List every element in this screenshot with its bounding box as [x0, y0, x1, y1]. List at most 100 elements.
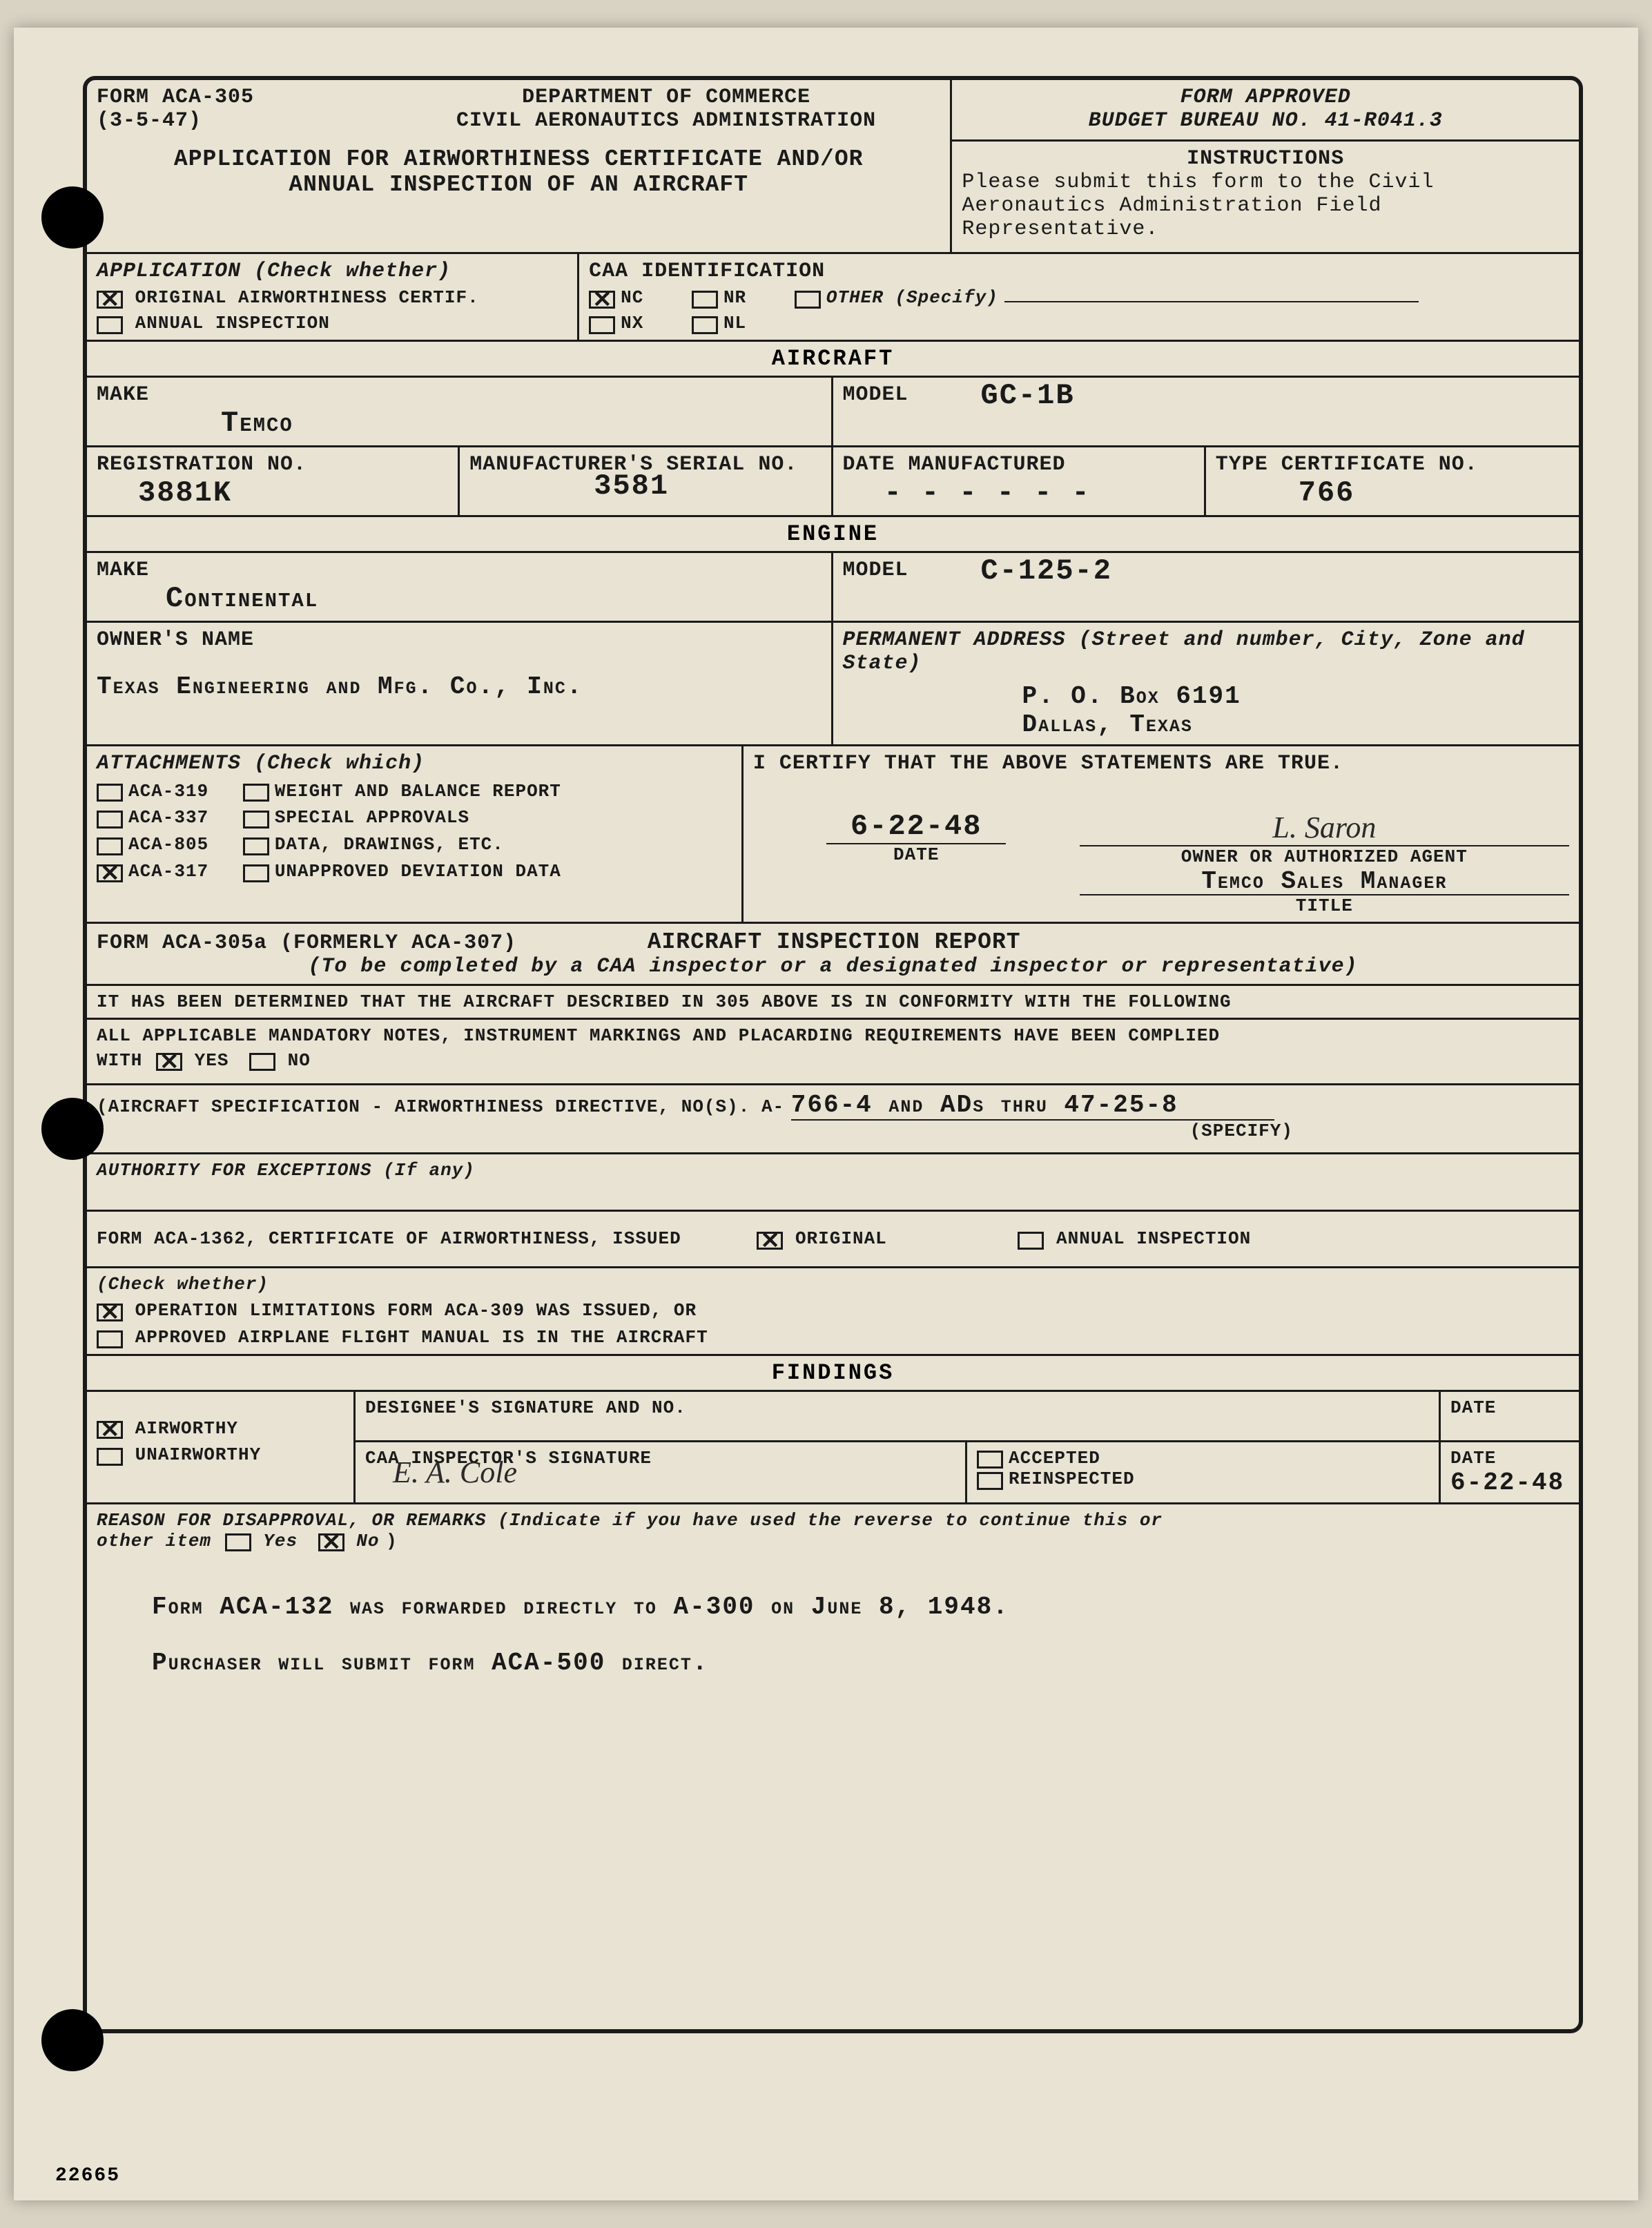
checkbox-airworthy[interactable] — [97, 1421, 123, 1439]
nx-label: NX — [621, 313, 643, 333]
checkbox-afm[interactable] — [97, 1330, 123, 1348]
certify-date: 6-22-48 — [826, 810, 1006, 844]
op-lim-label: OPERATION LIMITATIONS FORM ACA-309 WAS I… — [135, 1300, 697, 1321]
certify-head: I CERTIFY THAT THE ABOVE STATEMENTS ARE … — [753, 752, 1569, 775]
checkbox-nl[interactable] — [692, 316, 718, 334]
spec-row: (AIRCRAFT SPECIFICATION - AIRWORTHINESS … — [87, 1085, 1579, 1154]
checkbox-unairworthy[interactable] — [97, 1448, 123, 1466]
footer-number: 22665 — [55, 2165, 120, 2187]
mandatory-row: ALL APPLICABLE MANDATORY NOTES, INSTRUME… — [87, 1020, 1579, 1086]
engine-make: Continental — [97, 582, 822, 615]
cert-annual: ANNUAL INSPECTION — [1056, 1228, 1251, 1249]
instructions-text: Please submit this form to the Civil Aer… — [962, 171, 1569, 241]
application-row: APPLICATION (Check whether) ORIGINAL AIR… — [87, 254, 1579, 342]
findings-section-head: FINDINGS — [87, 1356, 1579, 1392]
remarks-line1: Form ACA-132 was forwarded directly to A… — [97, 1593, 1569, 1621]
remarks-head: REASON FOR DISAPPROVAL, OR REMARKS (Indi… — [97, 1510, 1163, 1531]
opt-original: ORIGINAL AIRWORTHINESS CERTIF. — [135, 287, 479, 308]
unairworthy-label: UNAIRWORTHY — [135, 1444, 262, 1465]
checkbox-aca337[interactable] — [97, 811, 123, 829]
aca317: ACA-317 — [128, 861, 208, 882]
remarks-row: REASON FOR DISAPPROVAL, OR REMARKS (Indi… — [87, 1504, 1579, 2029]
checkbox-annual-insp[interactable] — [97, 316, 123, 334]
aca337: ACA-337 — [128, 807, 208, 828]
owner-row: OWNER'S NAME Texas Engineering and Mfg. … — [87, 623, 1579, 746]
aircraft-reg-row: REGISTRATION NO. 3881K MANUFACTURER'S SE… — [87, 447, 1579, 517]
report-sub: (To be completed by a CAA inspector or a… — [97, 955, 1569, 978]
reinspected-label: REINSPECTED — [1009, 1469, 1135, 1489]
aircraft-make: Temco — [97, 407, 822, 440]
checkbox-cert-annual[interactable] — [1018, 1232, 1044, 1250]
checkbox-nr[interactable] — [692, 291, 718, 309]
wb-label: WEIGHT AND BALANCE REPORT — [275, 781, 561, 802]
opt-annual: ANNUAL INSPECTION — [135, 313, 330, 333]
nc-label: NC — [621, 287, 643, 308]
title-label: TITLE — [1080, 894, 1569, 916]
dept-label: DEPARTMENT OF COMMERCE — [392, 86, 941, 109]
owner-signature: L. Saron — [1080, 810, 1569, 846]
check-whether: (Check whether) — [97, 1274, 1569, 1295]
conformity-line1: IT HAS BEEN DETERMINED THAT THE AIRCRAFT… — [97, 991, 1569, 1012]
reg-no: 3881K — [97, 476, 448, 510]
owner-name: Texas Engineering and Mfg. Co., Inc. — [97, 672, 822, 701]
auth-label: AUTHORITY FOR EXCEPTIONS (If any) — [97, 1160, 1569, 1181]
checkbox-aca319[interactable] — [97, 784, 123, 802]
form-number: FORM ACA-305 — [97, 86, 392, 109]
report-title: AIRCRAFT INSPECTION REPORT — [648, 929, 1021, 955]
header-row: FORM ACA-305 (3-5-47) DEPARTMENT OF COMM… — [87, 80, 1579, 254]
conformity-row: IT HAS BEEN DETERMINED THAT THE AIRCRAFT… — [87, 986, 1579, 1020]
checkbox-ud[interactable] — [243, 864, 269, 882]
remarks-no: No — [356, 1531, 379, 1551]
aca805: ACA-805 — [128, 834, 208, 855]
form-approved: FORM APPROVED — [962, 86, 1569, 109]
budget-no: BUDGET BUREAU NO. 41-R041.3 — [962, 109, 1569, 133]
airworthy-label: AIRWORTHY — [135, 1418, 238, 1439]
nr-label: NR — [723, 287, 746, 308]
admin-label: CIVIL AERONAUTICS ADMINISTRATION — [392, 109, 941, 133]
date-label-1: DATE — [1450, 1397, 1569, 1418]
checkbox-sa[interactable] — [243, 811, 269, 829]
spec-value: 766-4 and ADs thru 47-25-8 — [791, 1091, 1274, 1121]
designee-label: DESIGNEE'S SIGNATURE AND NO. — [365, 1397, 1429, 1418]
checkbox-complied-yes[interactable] — [156, 1053, 182, 1071]
checkbox-aca317[interactable] — [97, 864, 123, 882]
checkbox-original-cert[interactable] — [97, 291, 123, 309]
other-label: OTHER (Specify) — [826, 287, 998, 308]
checkbox-wb[interactable] — [243, 784, 269, 802]
checkbox-reinspected[interactable] — [977, 1472, 1003, 1490]
form-305a: FORM ACA-305a (FORMERLY ACA-307) — [97, 931, 516, 955]
aircraft-make-row: MAKE Temco MODEL GC-1B — [87, 378, 1579, 447]
other-specify-line[interactable] — [1004, 301, 1419, 302]
checkbox-nc[interactable] — [589, 291, 615, 309]
type-cert: 766 — [1216, 476, 1569, 510]
nl-label: NL — [723, 313, 746, 333]
specify-label: (SPECIFY) — [97, 1121, 1569, 1141]
checkbox-nx[interactable] — [589, 316, 615, 334]
checkbox-aca805[interactable] — [97, 837, 123, 855]
remarks-line2: Purchaser will submit form ACA-500 direc… — [97, 1649, 1569, 1677]
ud-label: UNAPPROVED DEVIATION DATA — [275, 861, 561, 882]
checkbox-reverse-no[interactable] — [318, 1533, 344, 1551]
checkbox-dd[interactable] — [243, 837, 269, 855]
attachments-row: ATTACHMENTS (Check which) ACA-319 WEIGHT… — [87, 746, 1579, 924]
date-label: DATE — [753, 844, 1080, 865]
document-page: FORM ACA-305 (3-5-47) DEPARTMENT OF COMM… — [14, 28, 1638, 2200]
reg-label: REGISTRATION NO. — [97, 453, 448, 476]
attachments-head: ATTACHMENTS (Check which) — [97, 752, 732, 775]
accepted-label: ACCEPTED — [1009, 1448, 1100, 1469]
spec-label: (AIRCRAFT SPECIFICATION - AIRWORTHINESS … — [97, 1096, 784, 1117]
punch-hole — [41, 1098, 104, 1160]
checkbox-op-lim[interactable] — [97, 1304, 123, 1321]
checkbox-cert-original[interactable] — [757, 1232, 783, 1250]
instructions-head: INSTRUCTIONS — [962, 147, 1569, 171]
form-title-2: ANNUAL INSPECTION OF AN AIRCRAFT — [97, 172, 940, 197]
checkbox-accepted[interactable] — [977, 1451, 1003, 1469]
checkbox-complied-no[interactable] — [249, 1053, 275, 1071]
findings-row1: AIRWORTHY UNAIRWORTHY DESIGNEE'S SIGNATU… — [87, 1392, 1579, 1504]
remarks-yes: Yes — [263, 1531, 298, 1551]
checkbox-reverse-yes[interactable] — [225, 1533, 251, 1551]
with-label: WITH — [97, 1050, 142, 1071]
checkbox-other[interactable] — [795, 291, 821, 309]
sa-label: SPECIAL APPROVALS — [275, 807, 469, 828]
no-label: NO — [288, 1050, 311, 1071]
